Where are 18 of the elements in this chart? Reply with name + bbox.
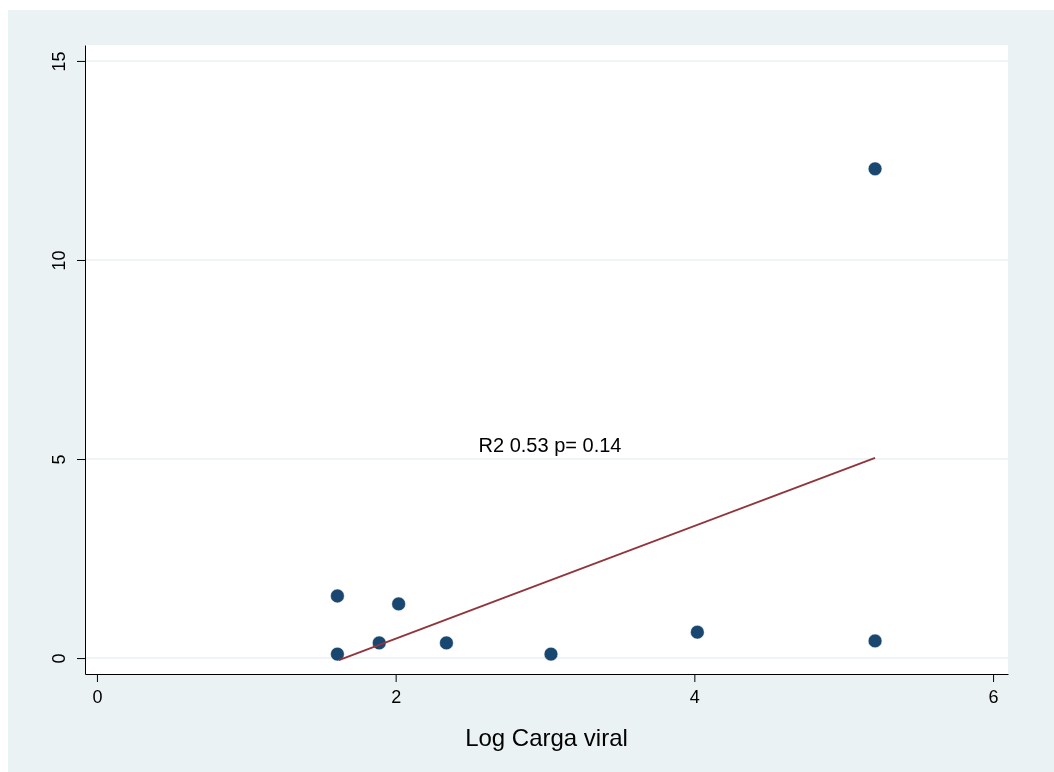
point <box>330 588 345 604</box>
point <box>690 625 705 640</box>
point <box>391 596 406 612</box>
x-tick-label: 6 <box>988 687 999 707</box>
x-tick-label: 0 <box>92 687 103 707</box>
x-axis-title: Log Carga viral <box>465 724 628 751</box>
point <box>867 633 883 649</box>
point <box>543 646 559 662</box>
y-tick-label: 5 <box>49 454 69 465</box>
point <box>330 646 345 662</box>
y-tick-label: 0 <box>49 653 69 664</box>
y-tick-label: 10 <box>49 250 69 271</box>
x-tick-label: 2 <box>391 687 402 707</box>
annotation: R2 0.53 p= 0.14 <box>478 434 622 456</box>
y-tick-label: 15 <box>49 51 69 72</box>
x-tick-label: 4 <box>689 687 700 707</box>
point <box>439 635 454 651</box>
point <box>867 161 883 176</box>
